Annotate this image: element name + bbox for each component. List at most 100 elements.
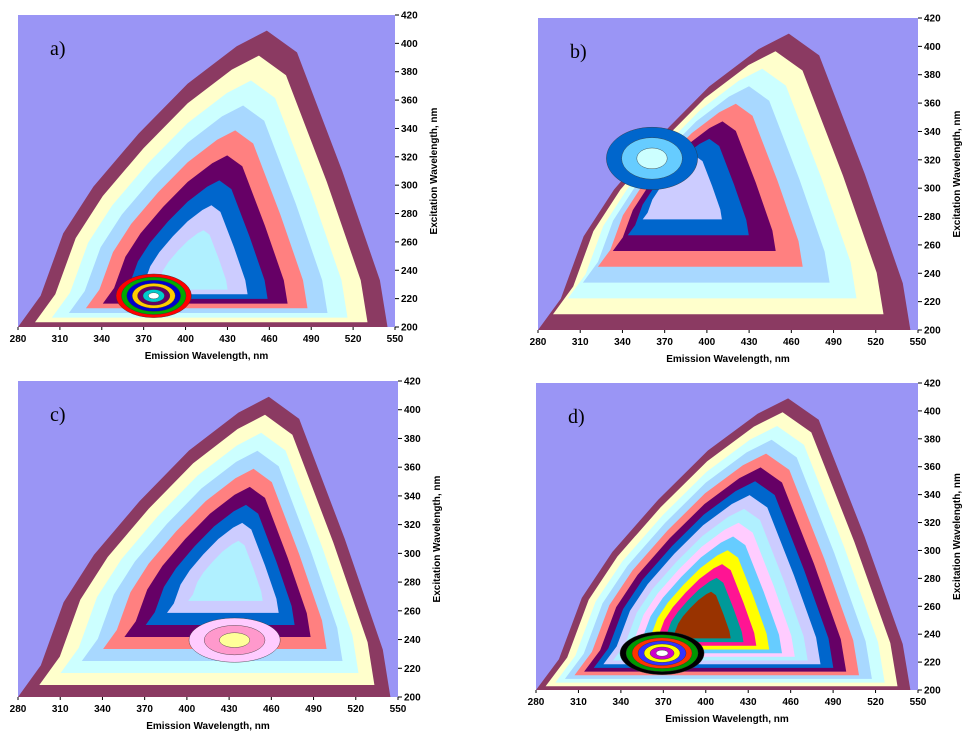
x-tick-label: 430 — [219, 334, 236, 345]
y-tick-label: 240 — [924, 630, 941, 641]
y-tick-label: 340 — [924, 490, 941, 501]
x-axis-label: Emission Wavelength, nm — [145, 351, 269, 362]
x-tick-label: 280 — [10, 334, 27, 345]
x-tick-label: 400 — [699, 337, 716, 348]
panel-tag: d) — [568, 406, 585, 428]
y-tick-label: 360 — [401, 96, 418, 107]
y-tick-label: 280 — [404, 578, 421, 589]
y-tick-label: 340 — [404, 491, 421, 502]
panel: 200 220 240 260 280 300 320 340 360 380 400 420 280 3… — [10, 377, 443, 733]
y-tick-label: 240 — [404, 635, 421, 646]
x-tick-label: 490 — [303, 334, 320, 345]
y-tick-label: 380 — [924, 70, 941, 81]
contours — [538, 33, 911, 330]
y-tick-label: 300 — [401, 181, 418, 192]
x-tick-label: 310 — [52, 704, 69, 715]
x-tick-label: 280 — [10, 704, 27, 715]
y-tick-label: 340 — [401, 124, 418, 135]
panel-tag: a) — [50, 38, 66, 60]
x-tick-label: 520 — [347, 704, 364, 715]
contour-band — [642, 156, 722, 220]
contour-peak — [148, 292, 160, 300]
y-tick-label: 340 — [924, 127, 941, 138]
x-tick-label: 460 — [782, 697, 799, 708]
x-tick-label: 400 — [179, 704, 196, 715]
x-tick-label: 430 — [221, 704, 238, 715]
y-tick-label: 260 — [401, 237, 418, 248]
x-tick-label: 490 — [305, 704, 322, 715]
contours — [18, 396, 391, 697]
y-tick-label: 420 — [924, 379, 941, 390]
y-tick-label: 220 — [924, 297, 941, 308]
y-tick-label: 240 — [401, 266, 418, 277]
x-tick-label: 340 — [93, 334, 110, 345]
contours — [536, 398, 911, 690]
x-axis-label: Emission Wavelength, nm — [666, 354, 790, 365]
y-tick-label: 280 — [401, 209, 418, 220]
y-tick-label: 400 — [924, 42, 941, 53]
x-tick-label: 370 — [135, 334, 152, 345]
y-tick-label: 300 — [924, 184, 941, 195]
y-tick-label: 240 — [924, 269, 941, 280]
y-tick-label: 360 — [404, 463, 421, 474]
contour-peak — [655, 649, 669, 657]
contour-peak — [636, 147, 668, 169]
x-tick-label: 460 — [783, 337, 800, 348]
x-tick-label: 430 — [741, 337, 758, 348]
y-tick-label: 220 — [401, 294, 418, 305]
y-tick-label: 380 — [401, 67, 418, 78]
x-tick-label: 430 — [740, 697, 757, 708]
y-tick-label: 380 — [924, 434, 941, 445]
y-tick-label: 300 — [924, 546, 941, 557]
x-tick-label: 310 — [572, 337, 589, 348]
y-tick-label: 380 — [404, 434, 421, 445]
panel-tag: c) — [50, 404, 66, 426]
y-tick-label: 320 — [401, 152, 418, 163]
x-tick-label: 370 — [655, 697, 672, 708]
y-tick-label: 200 — [924, 686, 941, 697]
x-tick-label: 400 — [697, 697, 714, 708]
y-tick-label: 320 — [924, 155, 941, 166]
y-tick-label: 420 — [924, 14, 941, 25]
x-axis-label: Emission Wavelength, nm — [665, 714, 789, 725]
contour-band — [188, 540, 263, 601]
y-tick-label: 420 — [404, 377, 421, 388]
y-tick-label: 400 — [924, 406, 941, 417]
x-tick-label: 370 — [656, 337, 673, 348]
x-tick-label: 520 — [345, 334, 362, 345]
x-tick-label: 400 — [177, 334, 194, 345]
y-tick-label: 200 — [924, 326, 941, 337]
panel: 200 220 240 260 280 300 320 340 360 380 400 420 280 3… — [10, 11, 440, 363]
x-tick-label: 490 — [825, 697, 842, 708]
x-tick-label: 520 — [867, 697, 884, 708]
y-tick-label: 300 — [404, 549, 421, 560]
y-tick-label: 220 — [404, 664, 421, 675]
y-tick-label: 420 — [401, 11, 418, 22]
panel: 200 220 240 260 280 300 320 340 360 380 400 420 280 3… — [530, 14, 963, 366]
y-tick-label: 280 — [924, 212, 941, 223]
y-tick-label: 260 — [404, 606, 421, 617]
y-tick-label: 220 — [924, 658, 941, 669]
panel: 200 220 240 260 280 300 320 340 360 380 400 420 280 3… — [528, 379, 963, 726]
x-tick-label: 340 — [614, 337, 631, 348]
y-axis-label: Excitation Wavelength, nm — [429, 107, 440, 234]
x-tick-label: 460 — [263, 704, 280, 715]
x-tick-label: 340 — [613, 697, 630, 708]
y-axis-label: Excitation Wavelength, nm — [432, 475, 443, 602]
x-axis-label: Emission Wavelength, nm — [146, 721, 270, 732]
x-tick-label: 490 — [825, 337, 842, 348]
y-tick-label: 400 — [404, 405, 421, 416]
x-tick-label: 520 — [867, 337, 884, 348]
x-tick-label: 550 — [910, 697, 927, 708]
contour-band — [670, 591, 731, 639]
x-tick-label: 550 — [390, 704, 407, 715]
y-tick-label: 280 — [924, 574, 941, 585]
contours — [18, 30, 388, 327]
x-tick-label: 550 — [387, 334, 404, 345]
y-tick-label: 260 — [924, 602, 941, 613]
y-axis-label: Excitation Wavelength, nm — [952, 110, 963, 237]
x-tick-label: 280 — [530, 337, 547, 348]
y-tick-label: 360 — [924, 462, 941, 473]
y-tick-label: 400 — [401, 39, 418, 50]
